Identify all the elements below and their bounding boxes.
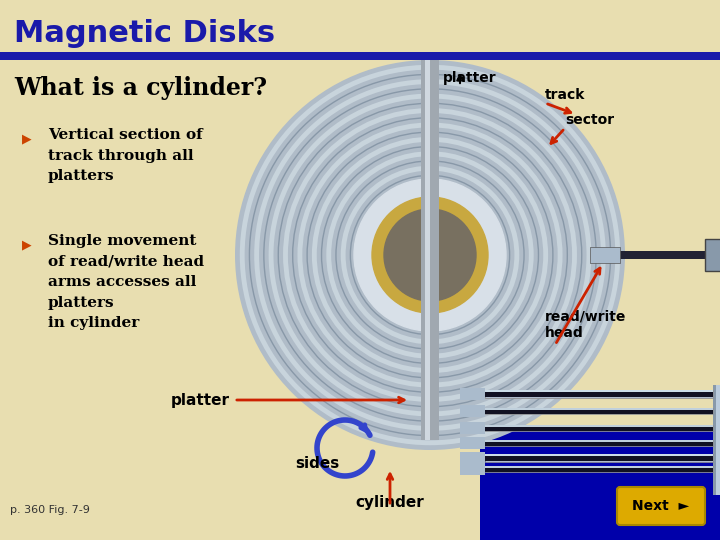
Bar xyxy=(485,454,713,456)
Bar xyxy=(0,52,720,60)
Bar xyxy=(480,430,720,540)
Bar xyxy=(460,388,485,400)
Bar xyxy=(460,422,485,434)
Bar xyxy=(716,385,720,495)
Bar xyxy=(485,408,713,414)
Circle shape xyxy=(384,209,476,301)
Bar xyxy=(590,247,620,263)
Bar xyxy=(460,408,713,414)
Bar xyxy=(485,454,713,462)
Bar xyxy=(460,455,713,461)
Text: Single movement
of read/write head
arms accesses all
platters
in cylinder: Single movement of read/write head arms … xyxy=(48,234,204,330)
Bar xyxy=(421,60,439,440)
Text: sector: sector xyxy=(565,113,614,127)
Bar xyxy=(0,0,720,52)
Bar xyxy=(485,440,713,442)
Bar xyxy=(605,251,715,259)
Text: p. 360 Fig. 7-9: p. 360 Fig. 7-9 xyxy=(10,505,90,515)
Text: ▶: ▶ xyxy=(22,238,32,251)
Text: Vertical section of
track through all
platters: Vertical section of track through all pl… xyxy=(48,128,203,183)
Bar xyxy=(705,239,720,271)
Text: ▶: ▶ xyxy=(22,132,32,145)
Bar xyxy=(460,405,485,417)
Bar xyxy=(713,385,720,495)
Text: Next  ►: Next ► xyxy=(632,499,690,513)
Bar xyxy=(460,391,713,397)
Bar xyxy=(425,60,430,440)
Bar xyxy=(460,463,485,475)
Bar xyxy=(485,466,713,468)
Text: platter: platter xyxy=(444,71,497,85)
Bar xyxy=(485,425,713,427)
Circle shape xyxy=(354,179,506,331)
Bar xyxy=(485,408,713,410)
Text: cylinder: cylinder xyxy=(356,495,424,510)
Text: read/write
head: read/write head xyxy=(545,310,626,340)
Text: platter: platter xyxy=(171,393,230,408)
FancyBboxPatch shape xyxy=(617,487,705,525)
Bar xyxy=(460,452,485,464)
Circle shape xyxy=(235,60,625,450)
Text: What is a cylinder?: What is a cylinder? xyxy=(14,76,267,100)
Text: track: track xyxy=(545,88,585,102)
Bar xyxy=(460,437,485,449)
Bar xyxy=(485,440,713,446)
Text: Magnetic Disks: Magnetic Disks xyxy=(14,19,275,49)
Bar xyxy=(485,425,713,431)
Circle shape xyxy=(372,197,488,313)
Bar xyxy=(460,440,713,446)
Text: sides: sides xyxy=(296,456,340,471)
Bar xyxy=(485,390,713,398)
Bar xyxy=(460,466,713,472)
Bar xyxy=(460,425,713,431)
Bar xyxy=(485,466,713,472)
Bar xyxy=(0,60,720,540)
Bar xyxy=(485,390,713,392)
